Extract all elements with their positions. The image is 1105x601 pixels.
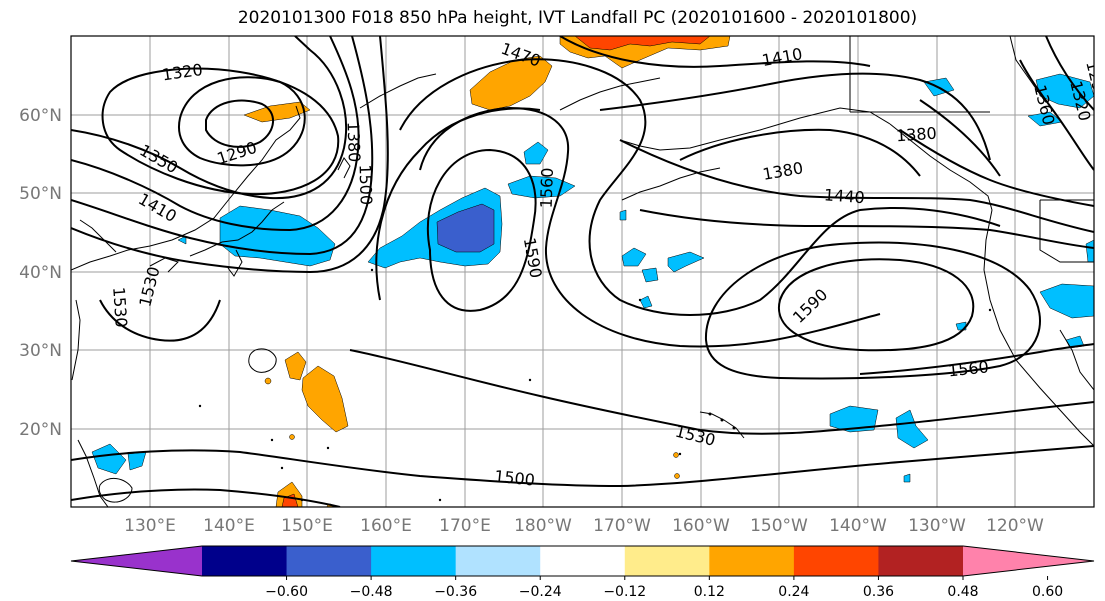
colorbar-tick-label: −0.24 <box>519 584 562 600</box>
colorbar-segment <box>793 546 879 576</box>
lon-label: 180°W <box>514 516 572 536</box>
height-contours <box>71 36 1094 507</box>
lat-label: 60°N <box>19 106 62 126</box>
lon-label: 130°E <box>124 516 176 536</box>
map-frame <box>70 35 1095 508</box>
colorbar-segment <box>624 546 710 576</box>
ivt-negative-shading <box>91 73 1094 483</box>
coastlines <box>71 36 1094 507</box>
lat-label: 40°N <box>19 263 62 283</box>
contour-label: 1500 <box>493 467 535 490</box>
contour-label: 1530 <box>109 286 131 328</box>
colorbar-tick-label: 0.60 <box>1032 584 1063 600</box>
colorbar-tick-label: −0.12 <box>603 584 646 600</box>
colorbar-tick-label: 0.12 <box>694 584 725 600</box>
colorbar-segment <box>709 546 795 576</box>
colorbar-segment <box>286 546 372 576</box>
lon-label: 150°E <box>281 516 333 536</box>
contour-label: 1380 <box>344 121 364 162</box>
colorbar-segment <box>371 546 457 576</box>
ivt-positive-shading <box>243 36 731 507</box>
lat-label: 50°N <box>19 184 62 204</box>
colorbar-outline <box>70 545 1095 577</box>
colorbar-segment <box>878 546 964 576</box>
map-title: 2020101300 F018 850 hPa height, IVT Land… <box>237 8 918 28</box>
longitude-labels: 130°E 140°E 150°E 160°E 170°E 180°W 170°… <box>124 516 1044 536</box>
colorbar-tick-label: 0.24 <box>778 584 809 600</box>
colorbar-extend-high <box>963 546 1094 576</box>
colorbar-tick-label: 0.48 <box>947 584 978 600</box>
contour-label: 1500 <box>355 164 375 205</box>
lon-label: 140°E <box>203 516 255 536</box>
lon-label: 160°W <box>672 516 730 536</box>
lat-label: 20°N <box>19 420 62 440</box>
islands <box>198 268 992 502</box>
colorbar-tick-label: −0.60 <box>265 584 308 600</box>
lon-label: 120°W <box>986 516 1044 536</box>
colorbar-segment <box>202 546 288 576</box>
lon-label: 160°E <box>360 516 412 536</box>
lon-label: 170°E <box>439 516 491 536</box>
lon-label: 140°W <box>829 516 887 536</box>
lat-label: 30°N <box>19 341 62 361</box>
colorbar-extend-low <box>71 546 202 576</box>
colorbar: −0.60 −0.48 −0.36 −0.24 −0.12 0.12 0.24 0.36 0.4… <box>70 545 1095 600</box>
colorbar-tick-label: −0.48 <box>350 584 393 600</box>
contour-label: 1560 <box>537 167 557 208</box>
contour-label: 1560 <box>947 357 989 380</box>
colorbar-tick-label: 0.36 <box>863 584 894 600</box>
lon-label: 130°W <box>908 516 966 536</box>
colorbar-segment <box>540 546 626 576</box>
colorbar-tick-label: −0.36 <box>434 584 477 600</box>
contour-label: 1290 <box>1082 59 1105 103</box>
contour-label: 1380 <box>895 124 937 146</box>
colorbar-segment <box>455 546 541 576</box>
lon-label: 150°W <box>750 516 808 536</box>
contour-label: 1440 <box>823 185 865 207</box>
latitude-labels: 60°N 50°N 40°N 30°N 20°N <box>19 106 62 440</box>
lon-label: 170°W <box>593 516 651 536</box>
